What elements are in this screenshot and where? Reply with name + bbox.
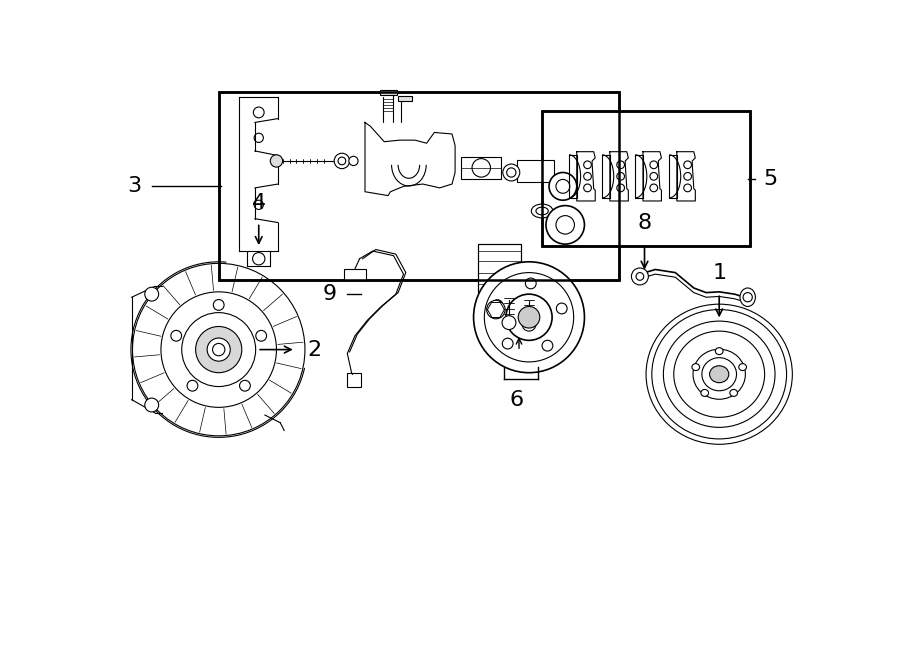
Polygon shape [610, 152, 628, 201]
Circle shape [171, 330, 182, 341]
Bar [478, 244, 520, 292]
Polygon shape [643, 152, 662, 201]
Text: 5: 5 [763, 169, 778, 188]
Text: 2: 2 [307, 340, 321, 360]
Circle shape [213, 299, 224, 310]
Text: 9: 9 [322, 284, 337, 304]
Circle shape [207, 338, 230, 361]
Polygon shape [677, 152, 696, 201]
Circle shape [549, 173, 577, 200]
Text: 3: 3 [128, 176, 141, 196]
Bar [347, 373, 361, 387]
Bar [478, 244, 520, 292]
Bar [542, 111, 750, 246]
Circle shape [145, 398, 158, 412]
Circle shape [195, 327, 242, 373]
Circle shape [503, 164, 520, 181]
Circle shape [492, 299, 503, 311]
Polygon shape [365, 122, 455, 196]
Bar [398, 97, 412, 101]
Text: 1: 1 [712, 263, 726, 284]
Bar [461, 157, 501, 178]
Circle shape [632, 268, 648, 285]
Circle shape [145, 288, 158, 301]
Circle shape [542, 340, 553, 351]
Circle shape [556, 303, 567, 314]
Circle shape [239, 380, 250, 391]
Polygon shape [577, 152, 595, 201]
Text: 6: 6 [509, 389, 524, 410]
Ellipse shape [716, 348, 723, 354]
Ellipse shape [740, 288, 755, 307]
Circle shape [502, 338, 513, 349]
Ellipse shape [730, 389, 737, 397]
Circle shape [270, 155, 283, 167]
Ellipse shape [701, 389, 708, 397]
Ellipse shape [692, 364, 699, 371]
Polygon shape [669, 155, 677, 198]
Circle shape [522, 317, 536, 331]
Bar [517, 160, 554, 182]
Ellipse shape [709, 366, 729, 383]
Polygon shape [569, 155, 577, 198]
Text: 4: 4 [252, 192, 266, 213]
Ellipse shape [739, 364, 746, 371]
Circle shape [349, 156, 358, 165]
Circle shape [256, 330, 266, 341]
Bar [344, 269, 365, 280]
Bar [380, 90, 397, 95]
Circle shape [187, 380, 198, 391]
Ellipse shape [693, 349, 745, 399]
Circle shape [518, 307, 540, 328]
Bar [542, 111, 750, 246]
Circle shape [473, 262, 584, 373]
Text: 8: 8 [637, 213, 652, 233]
Circle shape [487, 300, 505, 319]
Circle shape [334, 153, 349, 169]
Bar [219, 92, 619, 280]
Polygon shape [635, 155, 643, 198]
Ellipse shape [531, 204, 553, 218]
Bar [219, 92, 619, 280]
Text: 7: 7 [512, 354, 526, 373]
Circle shape [502, 316, 516, 330]
Polygon shape [602, 155, 610, 198]
Circle shape [526, 278, 536, 289]
Circle shape [546, 206, 584, 244]
